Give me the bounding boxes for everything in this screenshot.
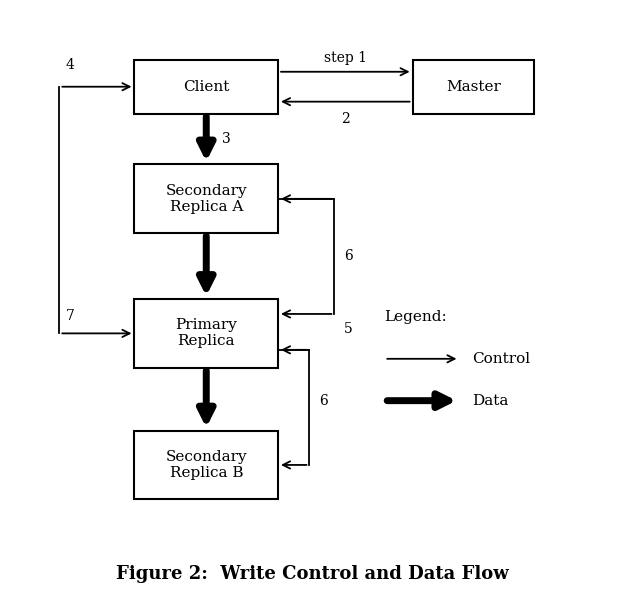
Text: Primary
Replica: Primary Replica <box>175 318 238 349</box>
Text: Master: Master <box>446 80 501 94</box>
Text: Secondary
Replica B: Secondary Replica B <box>166 450 247 480</box>
Text: 5: 5 <box>344 322 352 336</box>
Text: Legend:: Legend: <box>384 310 447 324</box>
Text: Client: Client <box>183 80 229 94</box>
Text: 6: 6 <box>344 249 352 263</box>
Bar <box>134 299 278 368</box>
Bar <box>134 164 278 233</box>
Text: 7: 7 <box>66 309 74 323</box>
Bar <box>412 60 534 114</box>
Bar <box>134 60 278 114</box>
Text: step 1: step 1 <box>324 51 367 65</box>
Text: Secondary
Replica A: Secondary Replica A <box>166 184 247 214</box>
Text: 4: 4 <box>66 58 74 72</box>
Text: Data: Data <box>472 393 508 408</box>
Text: Control: Control <box>472 352 530 366</box>
Text: 2: 2 <box>341 112 350 126</box>
Text: Figure 2:  Write Control and Data Flow: Figure 2: Write Control and Data Flow <box>116 565 509 583</box>
Bar <box>134 431 278 499</box>
Text: 3: 3 <box>222 132 231 146</box>
Text: 6: 6 <box>319 395 328 408</box>
